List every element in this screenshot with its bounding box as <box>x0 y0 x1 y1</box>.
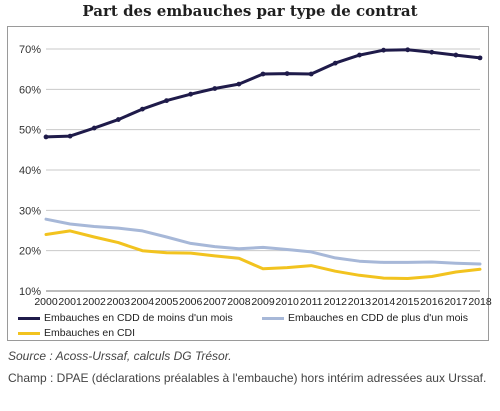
y-tick-label: 70% <box>19 44 41 56</box>
x-tick-label: 2008 <box>227 296 251 308</box>
legend-item-cdi: Embauches en CDI <box>18 327 135 339</box>
y-tick-label: 30% <box>19 205 41 217</box>
x-tick-label: 2010 <box>275 296 299 308</box>
legend-swatch-cdi <box>18 331 40 335</box>
x-tick-label: 2016 <box>420 296 444 308</box>
data-point-0-2007 <box>212 86 218 91</box>
legend-swatch-cdd-long <box>262 316 284 320</box>
scope-note: Champ : DPAE (déclarations préalables à … <box>8 371 487 385</box>
legend: Embauches en CDD de moins d'un mois Emba… <box>12 309 487 341</box>
data-point-0-2015 <box>405 47 411 53</box>
chart-title: Part des embauches par type de contrat <box>82 2 418 20</box>
x-tick-label: 2014 <box>372 296 396 308</box>
x-tick-label: 2003 <box>107 296 131 308</box>
data-point-0-2013 <box>357 52 362 58</box>
x-tick-label: 2006 <box>179 296 203 308</box>
data-point-0-2008 <box>236 81 242 87</box>
legend-item-cdd-long: Embauches en CDD de plus d'un mois <box>262 312 468 324</box>
legend-label-cdd-long: Embauches en CDD de plus d'un mois <box>288 312 469 324</box>
x-tick-label: 2007 <box>203 296 227 308</box>
legend-swatch-cdd-short <box>18 316 40 320</box>
data-point-0-2000 <box>43 134 49 140</box>
y-tick-label: 10% <box>19 286 41 298</box>
x-tick-label: 2000 <box>34 296 58 308</box>
data-point-0-2006 <box>188 91 194 97</box>
data-point-0-2018 <box>477 55 483 61</box>
data-point-0-2012 <box>332 60 338 66</box>
series-line-0 <box>44 48 482 139</box>
line-chart: 70%60%50%40%30%20%10%2000 2001 2002 2003 200… <box>19 44 492 308</box>
data-point-0-2003 <box>115 117 121 122</box>
data-point-0-2014 <box>381 47 386 53</box>
data-point-0-2001 <box>67 133 73 139</box>
x-tick-label: 2013 <box>348 296 372 308</box>
data-point-0-2002 <box>91 125 97 131</box>
y-tick-label: 50% <box>19 125 41 137</box>
legend-label-cdi: Embauches en CDI <box>44 327 136 339</box>
y-tick-label: 20% <box>19 246 41 258</box>
x-tick-label: 2001 <box>58 296 82 308</box>
data-point-0-2004 <box>140 106 145 112</box>
x-tick-label: 2011 <box>300 296 323 308</box>
x-tick-label: 2009 <box>251 296 275 308</box>
legend-label-cdd-short: Embauches en CDD de moins d'un mois <box>44 312 233 324</box>
x-tick-label: 2004 <box>131 296 155 308</box>
data-point-0-2005 <box>164 98 169 104</box>
x-tick-label: 2018 <box>468 296 492 308</box>
data-point-0-2010 <box>284 71 290 77</box>
x-tick-label: 2002 <box>83 296 107 308</box>
data-point-0-2009 <box>260 71 266 77</box>
chart-frame <box>7 26 489 341</box>
data-point-0-2017 <box>453 52 459 58</box>
data-point-0-2016 <box>429 49 435 55</box>
legend-item-cdd-short: Embauches en CDD de moins d'un mois <box>18 312 233 324</box>
y-tick-label: 40% <box>19 165 41 177</box>
x-tick-label: 2015 <box>396 296 420 308</box>
x-tick-label: 2012 <box>324 296 348 308</box>
x-tick-label: 2005 <box>155 296 179 308</box>
y-tick-label: 60% <box>19 84 41 96</box>
series-line-2 <box>44 229 482 280</box>
source-note: Source : Acoss-Urssaf, calculs DG Trésor… <box>8 349 232 363</box>
series-line-1 <box>44 217 482 266</box>
x-tick-label: 2017 <box>444 296 468 308</box>
data-point-0-2011 <box>308 71 314 77</box>
